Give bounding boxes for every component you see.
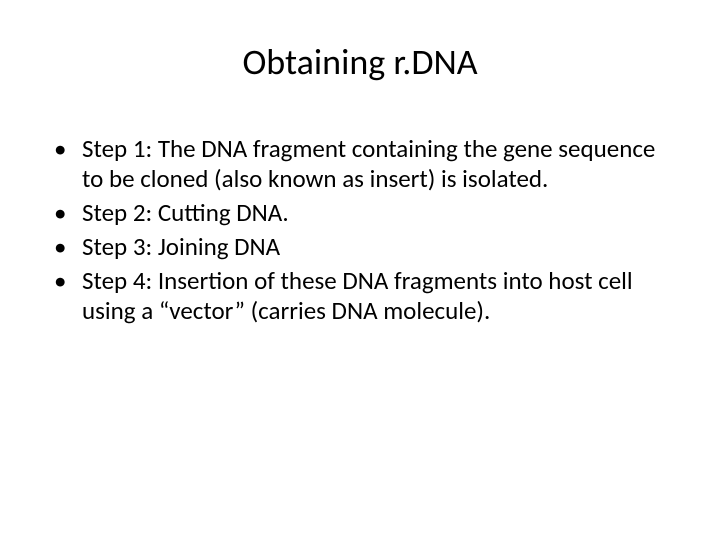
list-item: Step 2: Cutting DNA.	[40, 198, 680, 228]
slide-title: Obtaining r.DNA	[40, 40, 680, 84]
bullet-list: Step 1: The DNA fragment containing the …	[40, 134, 680, 326]
list-item: Step 3: Joining DNA	[40, 232, 680, 262]
list-item: Step 4: Insertion of these DNA fragments…	[40, 266, 680, 326]
list-item: Step 1: The DNA fragment containing the …	[40, 134, 680, 194]
